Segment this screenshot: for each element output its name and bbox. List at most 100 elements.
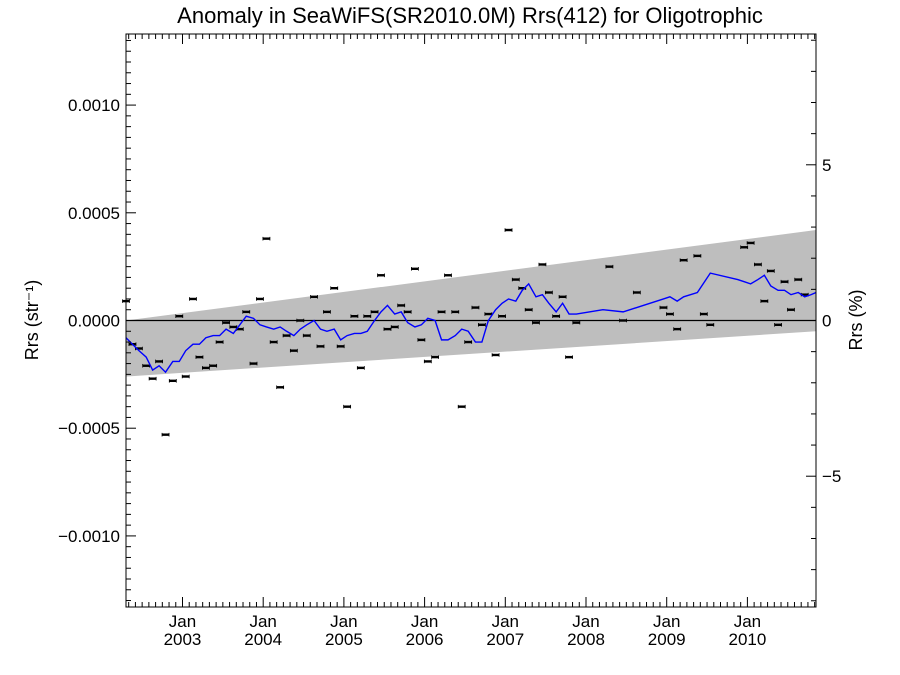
y-axis-label-right: Rrs (%) (846, 290, 866, 351)
y2-tick-label: 5 (822, 156, 831, 175)
x-tick-label-year: 2008 (567, 630, 605, 649)
data-point (175, 314, 184, 318)
x-tick-label-month: Jan (734, 612, 761, 631)
data-point (774, 323, 782, 327)
data-point (619, 318, 628, 323)
x-tick-label-month: Jan (411, 612, 438, 631)
y2-tick-label: 0 (822, 312, 831, 331)
plot-area (122, 228, 817, 437)
data-point (242, 310, 251, 314)
data-point (544, 290, 553, 295)
axes: 0.00100.00050.0000−0.0005−0.001050−5Jan2… (58, 34, 841, 649)
data-point (189, 297, 197, 301)
data-point (269, 340, 278, 344)
data-point (746, 241, 755, 245)
data-point (532, 320, 540, 325)
data-point (215, 340, 224, 344)
y-tick-label: 0.0010 (68, 96, 120, 115)
data-point (794, 277, 803, 282)
x-tick-label-year: 2005 (325, 630, 363, 649)
y-axis-label-left: Rrs (str⁻¹) (22, 280, 42, 360)
x-tick-label-month: Jan (492, 612, 519, 631)
x-tick-label-year: 2006 (406, 630, 444, 649)
x-tick-label-year: 2003 (164, 630, 202, 649)
chart-title: Anomaly in SeaWiFS(SR2010.0M) Rrs(412) f… (177, 3, 763, 28)
data-point (477, 323, 486, 327)
y-tick-label: 0.0000 (68, 312, 120, 331)
data-point (302, 333, 311, 338)
data-point (491, 353, 500, 357)
x-tick-label-year: 2007 (486, 630, 524, 649)
data-point (659, 305, 668, 310)
data-point (370, 310, 379, 314)
data-point (296, 318, 305, 323)
y-tick-label: −0.0010 (58, 527, 120, 546)
data-point (282, 333, 291, 338)
data-point (390, 325, 399, 329)
data-point (343, 404, 352, 409)
data-point (316, 344, 325, 349)
data-point (787, 307, 795, 312)
data-point (256, 297, 264, 301)
data-point (679, 258, 688, 262)
data-point (444, 273, 452, 278)
data-point (356, 366, 365, 370)
data-point (504, 228, 513, 232)
data-point (706, 323, 715, 327)
data-point (161, 432, 170, 437)
data-point (464, 340, 473, 344)
data-point (423, 359, 432, 364)
x-tick-label-month: Jan (653, 612, 680, 631)
data-point (699, 312, 708, 316)
data-point (350, 314, 359, 318)
x-tick-label-year: 2009 (648, 630, 686, 649)
data-point (262, 236, 271, 241)
x-tick-label-year: 2010 (728, 630, 766, 649)
x-tick-label-year: 2004 (244, 630, 282, 649)
data-point (753, 262, 762, 267)
data-point (249, 361, 258, 366)
data-point (289, 348, 298, 353)
data-point (565, 355, 573, 359)
data-point (605, 264, 614, 269)
data-point (181, 374, 190, 379)
data-point (377, 273, 385, 278)
running-mean-line (125, 272, 817, 374)
data-point (457, 404, 466, 409)
data-point (148, 376, 157, 381)
confidence-band (126, 230, 816, 377)
data-point (780, 279, 789, 284)
data-point (411, 267, 419, 271)
data-point (209, 363, 218, 368)
x-tick-label-month: Jan (572, 612, 599, 631)
data-point (363, 314, 372, 318)
data-point (403, 310, 412, 314)
data-point (666, 312, 674, 316)
data-point (323, 310, 331, 314)
data-point (195, 355, 204, 359)
data-point (572, 320, 581, 325)
x-tick-label-month: Jan (169, 612, 196, 631)
data-point (330, 286, 339, 290)
data-point (538, 262, 547, 267)
data-point (336, 344, 345, 349)
y2-tick-label: −5 (822, 467, 841, 486)
x-tick-label-month: Jan (330, 612, 357, 631)
data-point (276, 385, 285, 390)
anomaly-points (122, 228, 809, 437)
data-point (155, 359, 163, 364)
data-point (632, 290, 641, 295)
data-point (760, 299, 769, 303)
data-point (431, 355, 439, 359)
data-point (740, 245, 749, 250)
data-point (498, 314, 506, 318)
data-point (222, 320, 230, 325)
data-point (397, 303, 406, 308)
y-tick-label: −0.0005 (58, 419, 120, 438)
data-point (524, 307, 533, 312)
x-tick-label-month: Jan (249, 612, 276, 631)
data-point (766, 269, 775, 273)
data-point (558, 295, 567, 299)
data-point (417, 338, 426, 342)
